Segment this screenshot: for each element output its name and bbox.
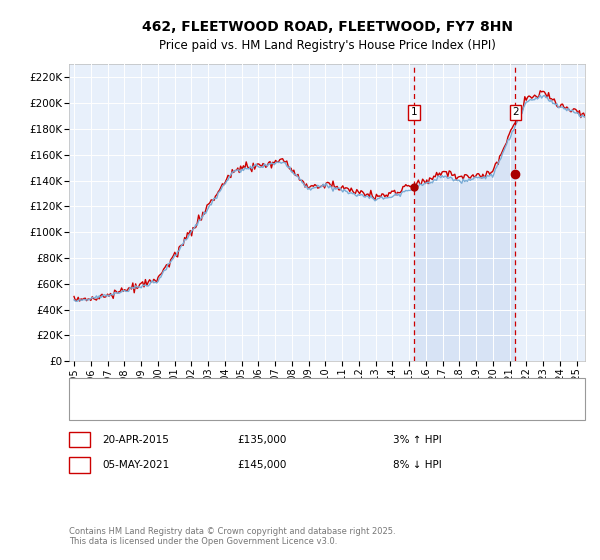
- Text: 462, FLEETWOOD ROAD, FLEETWOOD, FY7 8HN: 462, FLEETWOOD ROAD, FLEETWOOD, FY7 8HN: [142, 20, 512, 34]
- Text: £135,000: £135,000: [237, 435, 286, 445]
- Text: HPI: Average price, semi-detached house, Wyre: HPI: Average price, semi-detached house,…: [123, 404, 371, 414]
- Text: £145,000: £145,000: [237, 460, 286, 470]
- Text: 20-APR-2015: 20-APR-2015: [102, 435, 169, 445]
- Text: 1: 1: [76, 435, 83, 445]
- Text: ——: ——: [81, 384, 106, 397]
- Text: 8% ↓ HPI: 8% ↓ HPI: [393, 460, 442, 470]
- Text: 1: 1: [411, 107, 418, 117]
- Text: 2: 2: [512, 107, 519, 117]
- Text: Price paid vs. HM Land Registry's House Price Index (HPI): Price paid vs. HM Land Registry's House …: [158, 39, 496, 52]
- Text: 462, FLEETWOOD ROAD, FLEETWOOD, FY7 8HN (semi-detached house): 462, FLEETWOOD ROAD, FLEETWOOD, FY7 8HN …: [123, 385, 496, 395]
- Text: 3% ↑ HPI: 3% ↑ HPI: [393, 435, 442, 445]
- Text: 05-MAY-2021: 05-MAY-2021: [102, 460, 169, 470]
- Text: ——: ——: [81, 402, 106, 416]
- Text: 2: 2: [76, 460, 83, 470]
- Text: Contains HM Land Registry data © Crown copyright and database right 2025.
This d: Contains HM Land Registry data © Crown c…: [69, 526, 395, 546]
